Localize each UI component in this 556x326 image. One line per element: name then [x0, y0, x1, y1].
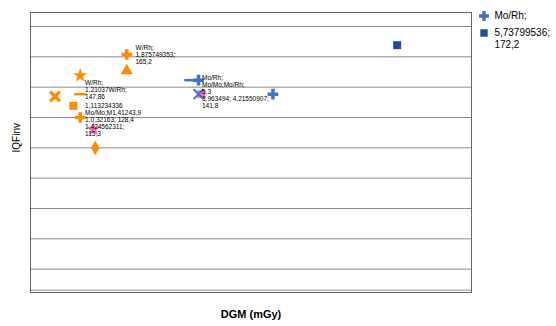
svg-text:W/Rh;1,21037W/Rh;147,86: W/Rh;1,21037W/Rh;147,86: [85, 79, 127, 100]
svg-text:Mo/Rh;Mo/Mo;Mo/Rh;5,33,963494;: Mo/Rh;Mo/Mo;Mo/Rh;5,33,963494; 4,2155090…: [202, 74, 269, 108]
svg-text:DGM (mGy): DGM (mGy): [221, 308, 282, 320]
svg-text:IQFinv: IQFinv: [11, 123, 22, 152]
svg-text:W/Rh;1,875749353;165,2: W/Rh;1,875749353;165,2: [136, 44, 176, 65]
html-text:5,73799536; 172,2: 5,73799536; 172,2: [494, 27, 550, 50]
html-text:Mo/Rh;: Mo/Rh;: [494, 10, 527, 21]
svg-text:1,113234336Mo/Mo;M1,41243,91,0: 1,113234336Mo/Mo;M1,41243,91,0,32163; 12…: [85, 102, 141, 136]
